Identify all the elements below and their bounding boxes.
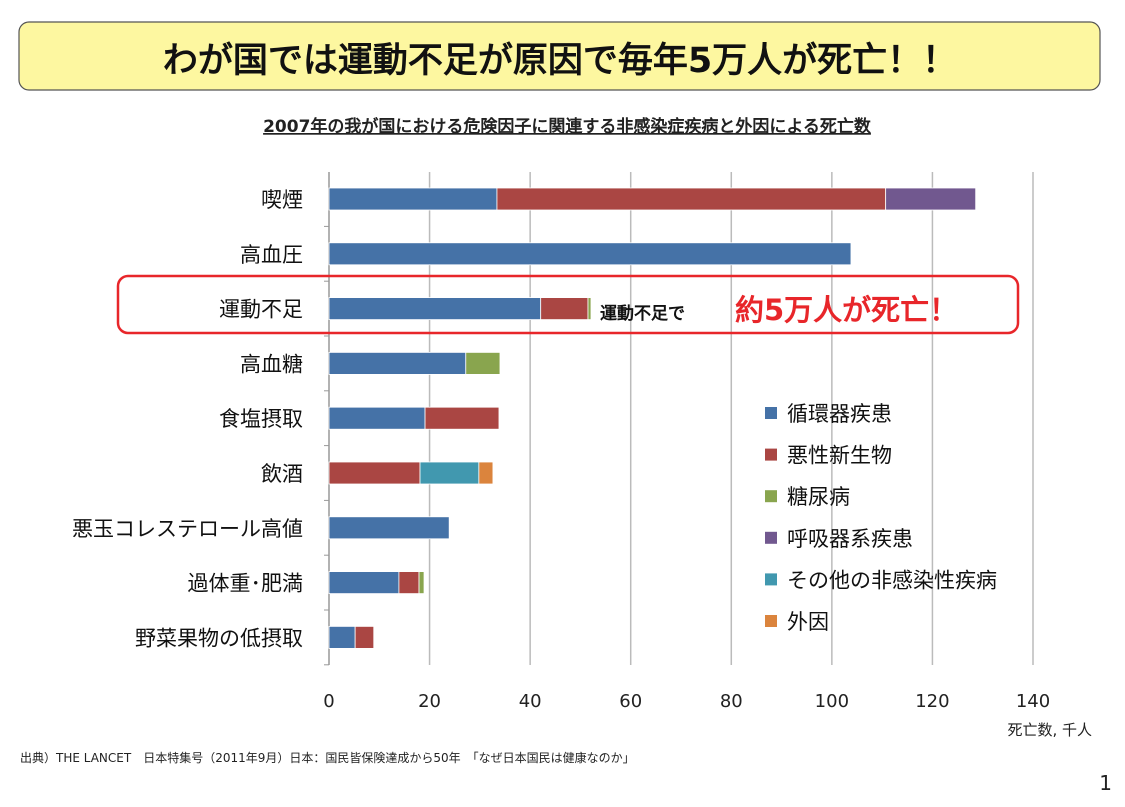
legend-label: 悪性新生物 <box>787 444 892 468</box>
bar-segment <box>418 571 425 594</box>
chart-title: 2007年の我が国における危険因子に関連する非感染症疾病と外因による死亡数 <box>263 116 872 137</box>
legend-swatch <box>765 531 777 544</box>
bar-segment <box>398 571 420 594</box>
bar-segment <box>354 626 375 649</box>
bar-segment <box>328 406 426 430</box>
bar-segment <box>328 516 450 540</box>
category-label: 高血圧 <box>240 243 303 267</box>
annotation-prefix: 運動不足で <box>600 303 685 324</box>
page-number: 1 <box>1099 771 1112 795</box>
bar-segment <box>328 351 467 375</box>
legend-swatch <box>765 407 777 419</box>
bar-segment <box>328 297 542 321</box>
bar-segment <box>328 461 421 485</box>
x-tick-label: 140 <box>1016 691 1050 712</box>
legend-label: 循環器疾患 <box>787 402 892 426</box>
bar-segment <box>328 571 400 594</box>
x-tick-label: 20 <box>418 691 441 712</box>
legend-label: 外因 <box>787 610 829 634</box>
slide-title: わが国では運動不足が原因で毎年5万人が死亡！！ <box>163 41 957 81</box>
legend-swatch <box>765 573 777 586</box>
bar-segment <box>328 187 498 211</box>
category-label: 悪玉コレステロール高値 <box>72 517 303 541</box>
annotation-emphasis: 約5万人が死亡！ <box>735 293 958 327</box>
bar-segment <box>478 461 494 485</box>
category-label: 野菜果物の低摂取 <box>135 626 303 650</box>
legend-label: 糖尿病 <box>787 485 850 509</box>
bar-segment <box>419 461 480 485</box>
x-tick-label: 60 <box>619 691 642 712</box>
x-tick-label: 120 <box>915 691 949 712</box>
bar-segment <box>328 242 852 266</box>
bar-segment <box>587 297 592 321</box>
legend-swatch <box>765 490 777 503</box>
bar-segment <box>885 187 977 211</box>
x-tick-label: 80 <box>720 691 743 712</box>
legend-label: その他の非感染性疾病 <box>787 568 997 592</box>
x-axis-label: 死亡数, 千人 <box>1007 721 1092 739</box>
title-box <box>18 21 1101 91</box>
category-label: 飲酒 <box>261 462 303 486</box>
bar-segment <box>465 351 501 375</box>
category-label: 食塩摂取 <box>219 407 303 431</box>
x-tick-label: 0 <box>323 691 334 712</box>
legend-label: 呼吸器系疾患 <box>787 527 913 551</box>
bar-segment <box>328 626 356 649</box>
x-tick-label: 40 <box>519 691 542 712</box>
category-label: 過体重･肥満 <box>188 572 304 596</box>
highlight-box <box>116 274 1020 335</box>
category-label: 高血糖 <box>240 352 303 376</box>
legend-swatch <box>765 615 777 627</box>
source-note: 出典）THE LANCET 日本特集号（2011年9月）日本：国民皆保険達成から… <box>20 750 635 765</box>
bar-segment <box>424 406 500 430</box>
category-label: 運動不足 <box>219 298 303 322</box>
legend-swatch <box>765 448 777 461</box>
category-label: 喫煙 <box>261 188 303 212</box>
x-tick-label: 100 <box>815 691 849 712</box>
bar-segment <box>496 187 887 211</box>
bar-segment <box>540 297 589 321</box>
